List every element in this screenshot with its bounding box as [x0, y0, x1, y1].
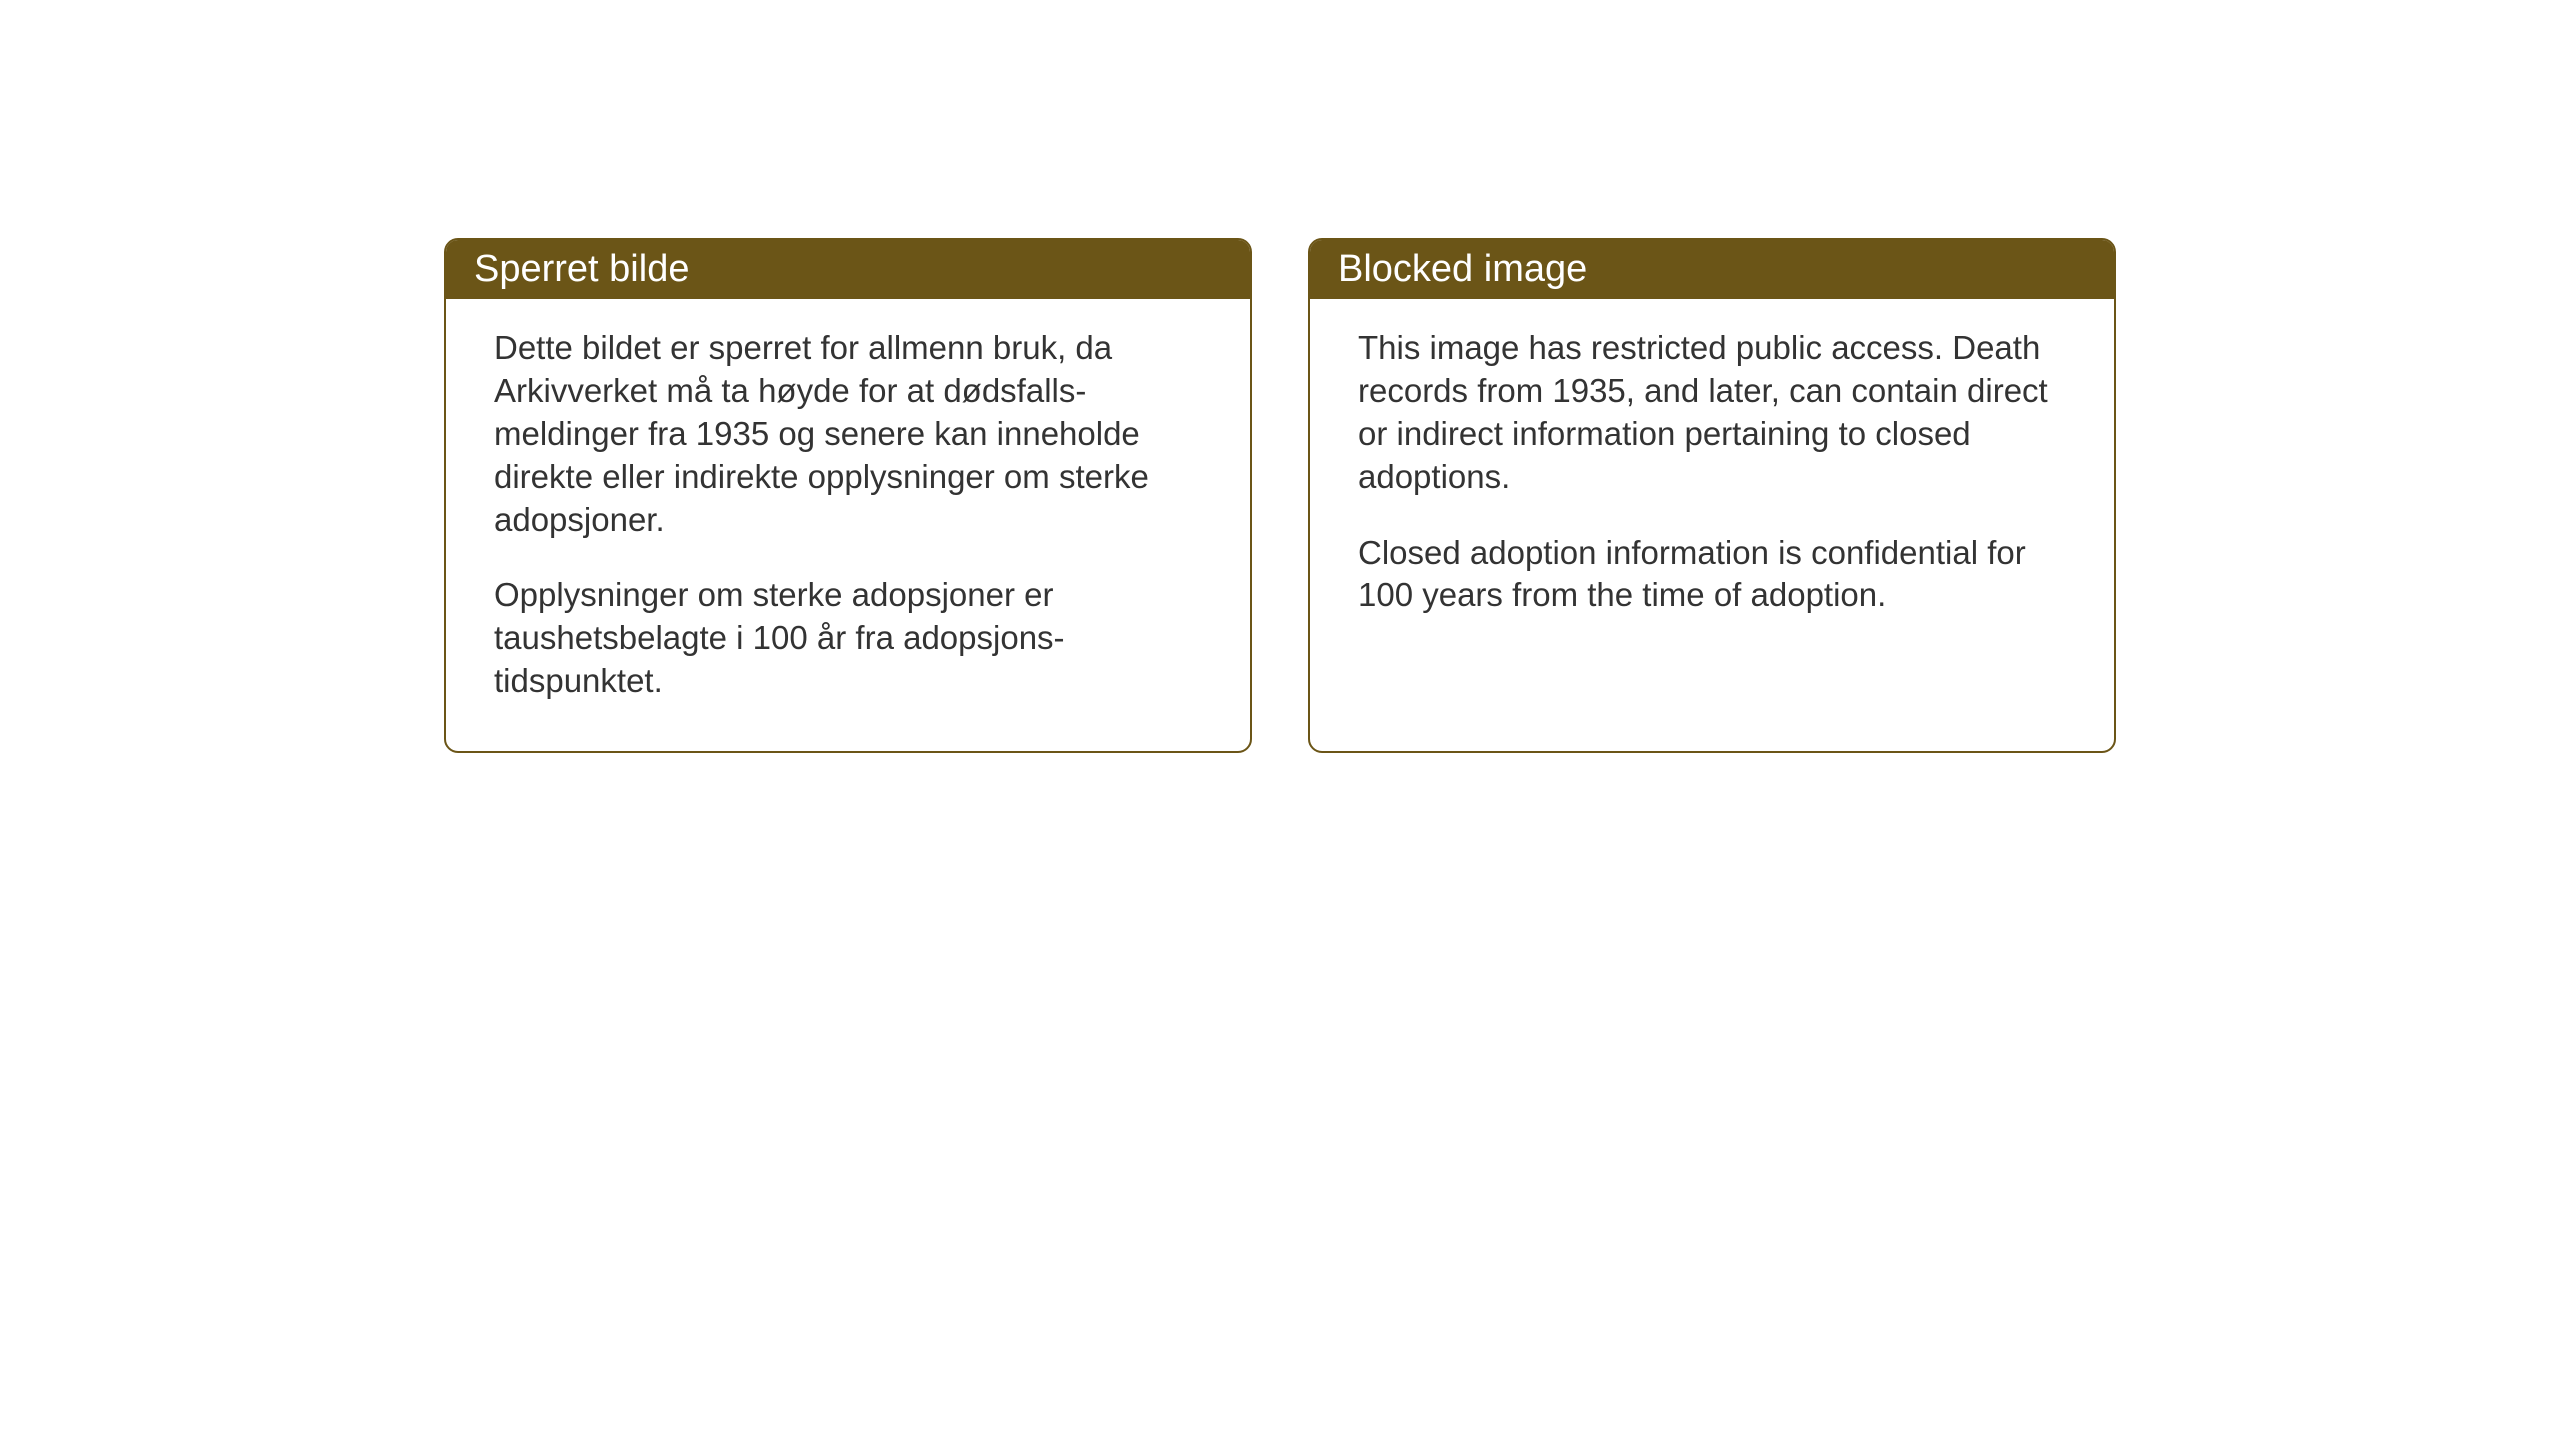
english-paragraph-1: This image has restricted public access.… [1358, 327, 2066, 499]
norwegian-paragraph-1: Dette bildet er sperret for allmenn bruk… [494, 327, 1202, 541]
notice-container: Sperret bilde Dette bildet er sperret fo… [444, 238, 2116, 753]
norwegian-card-title: Sperret bilde [446, 240, 1250, 299]
english-card-body: This image has restricted public access.… [1310, 299, 2114, 751]
norwegian-notice-card: Sperret bilde Dette bildet er sperret fo… [444, 238, 1252, 753]
english-notice-card: Blocked image This image has restricted … [1308, 238, 2116, 753]
norwegian-card-body: Dette bildet er sperret for allmenn bruk… [446, 299, 1250, 751]
norwegian-paragraph-2: Opplysninger om sterke adopsjoner er tau… [494, 574, 1202, 703]
english-card-title: Blocked image [1310, 240, 2114, 299]
english-paragraph-2: Closed adoption information is confident… [1358, 532, 2066, 618]
